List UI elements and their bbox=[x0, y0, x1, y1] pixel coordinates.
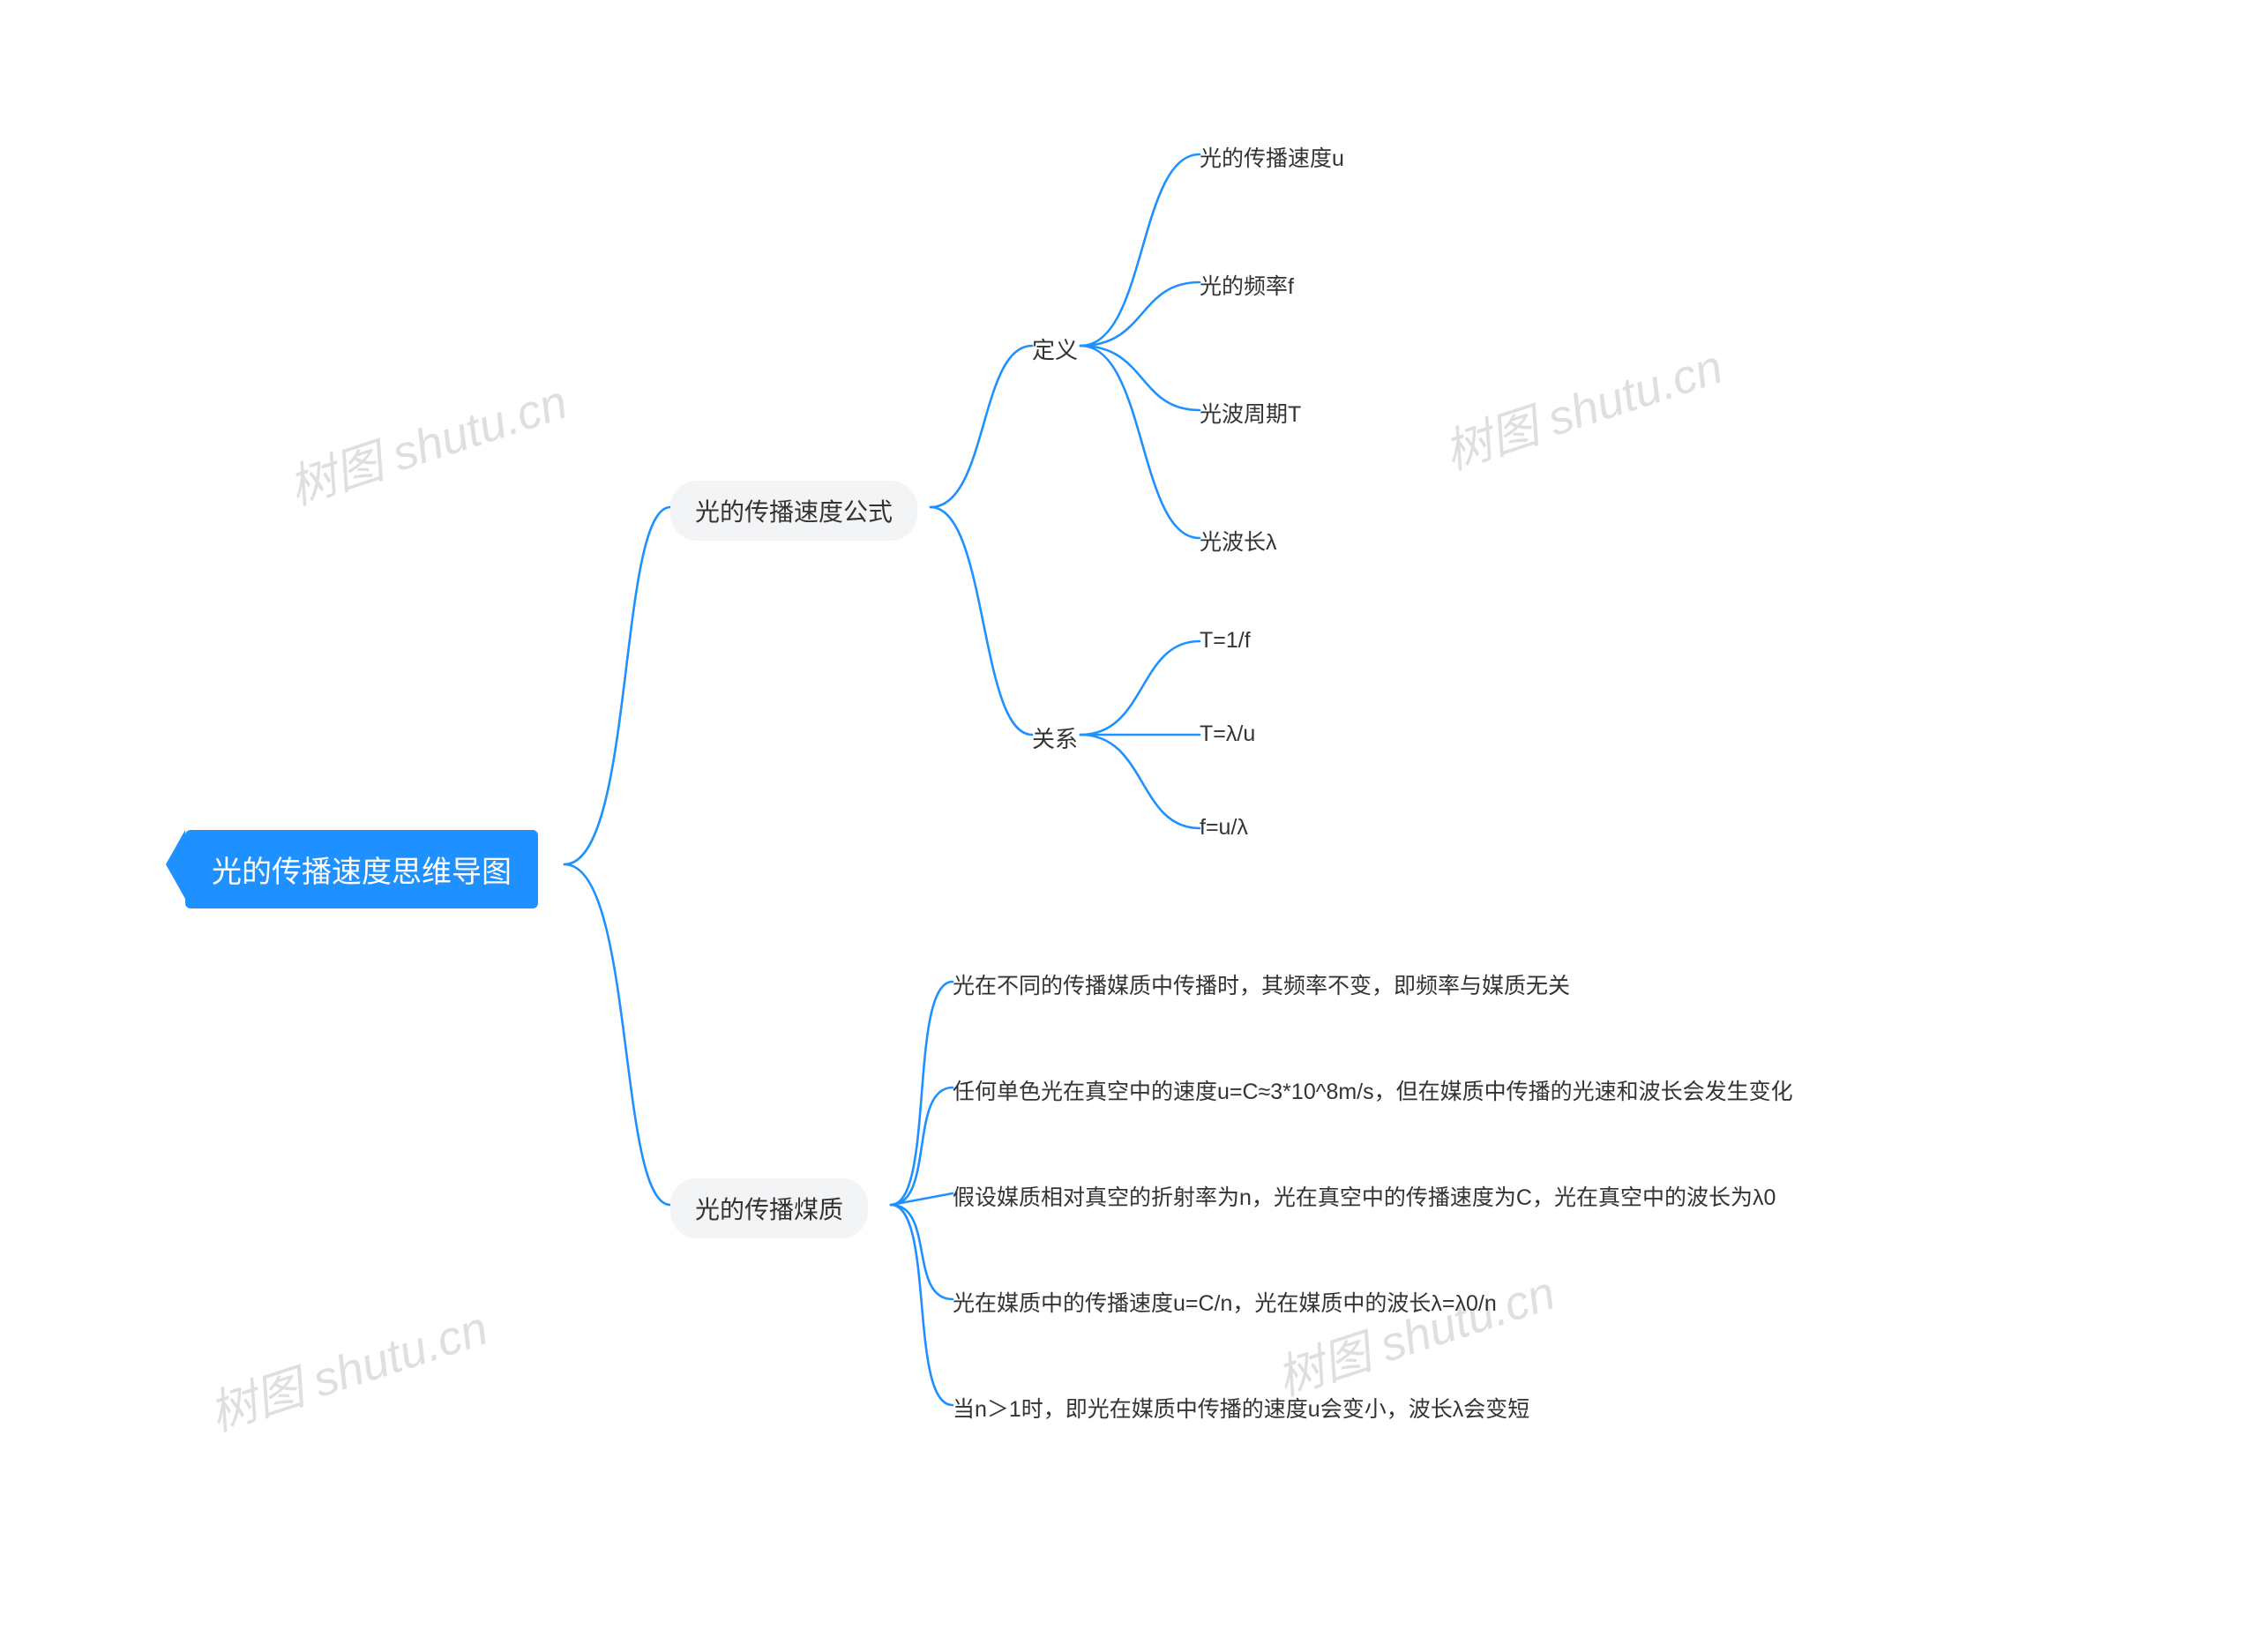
leaf-def-0: 光的传播速度u bbox=[1200, 141, 1344, 173]
leaf-def-1: 光的频率f bbox=[1200, 269, 1294, 301]
branch-label: 光的传播速度公式 bbox=[695, 498, 893, 526]
leaf-label: 光的传播速度u bbox=[1200, 146, 1344, 171]
watermark: 树图 shutu.cn bbox=[1267, 1253, 1563, 1409]
watermark: 树图 shutu.cn bbox=[199, 1289, 496, 1444]
branch-formula: 光的传播速度公式 bbox=[670, 481, 917, 541]
leaf-label: 当n＞1时，即光在媒质中传播的速度u会变小，波长λ会变短 bbox=[953, 1397, 1529, 1422]
leaf-label: 假设媒质相对真空的折射率为n，光在真空中的传播速度为C，光在真空中的波长为λ0 bbox=[953, 1185, 1776, 1210]
leaf-label: T=1/f bbox=[1200, 628, 1251, 653]
leaf-label: 光的频率f bbox=[1200, 274, 1294, 299]
watermark: 树图 shutu.cn bbox=[279, 363, 575, 518]
mid-label: 定义 bbox=[1032, 337, 1078, 363]
leaf-def-3: 光波长λ bbox=[1200, 525, 1277, 557]
leaf-rel-2: f=u/λ bbox=[1200, 815, 1248, 841]
branch-medium: 光的传播煤质 bbox=[670, 1178, 868, 1238]
root-label: 光的传播速度思维导图 bbox=[212, 856, 512, 889]
leaf-med-1: 任何单色光在真空中的速度u=C≈3*10^8m/s，但在媒质中传播的光速和波长会… bbox=[953, 1074, 1793, 1106]
leaf-med-0: 光在不同的传播媒质中传播时，其频率不变，即频率与媒质无关 bbox=[953, 968, 1570, 1000]
leaf-label: 任何单色光在真空中的速度u=C≈3*10^8m/s，但在媒质中传播的光速和波长会… bbox=[953, 1080, 1793, 1104]
mid-label: 关系 bbox=[1032, 726, 1078, 752]
leaf-rel-1: T=λ/u bbox=[1200, 721, 1255, 747]
leaf-label: 光波周期T bbox=[1200, 402, 1301, 427]
mindmap-canvas: 树图 shutu.cn 树图 shutu.cn 树图 shutu.cn 树图 s… bbox=[0, 0, 2258, 1652]
mid-definition: 定义 bbox=[1032, 333, 1078, 365]
root-node: 光的传播速度思维导图 bbox=[185, 830, 538, 908]
leaf-med-2: 假设媒质相对真空的折射率为n，光在真空中的传播速度为C，光在真空中的波长为λ0 bbox=[953, 1180, 1776, 1212]
leaf-rel-0: T=1/f bbox=[1200, 628, 1251, 654]
mid-relation: 关系 bbox=[1032, 721, 1078, 754]
branch-label: 光的传播煤质 bbox=[695, 1196, 843, 1223]
leaf-label: T=λ/u bbox=[1200, 721, 1255, 746]
leaf-label: f=u/λ bbox=[1200, 815, 1248, 840]
leaf-label: 光波长λ bbox=[1200, 530, 1277, 555]
leaf-label: 光在媒质中的传播速度u=C/n，光在媒质中的波长λ=λ0/n bbox=[953, 1291, 1497, 1316]
leaf-med-4: 当n＞1时，即光在媒质中传播的速度u会变小，波长λ会变短 bbox=[953, 1392, 1529, 1424]
leaf-def-2: 光波周期T bbox=[1200, 397, 1301, 429]
leaf-med-3: 光在媒质中的传播速度u=C/n，光在媒质中的波长λ=λ0/n bbox=[953, 1286, 1497, 1318]
leaf-label: 光在不同的传播媒质中传播时，其频率不变，即频率与媒质无关 bbox=[953, 974, 1570, 998]
watermark: 树图 shutu.cn bbox=[1434, 327, 1731, 482]
